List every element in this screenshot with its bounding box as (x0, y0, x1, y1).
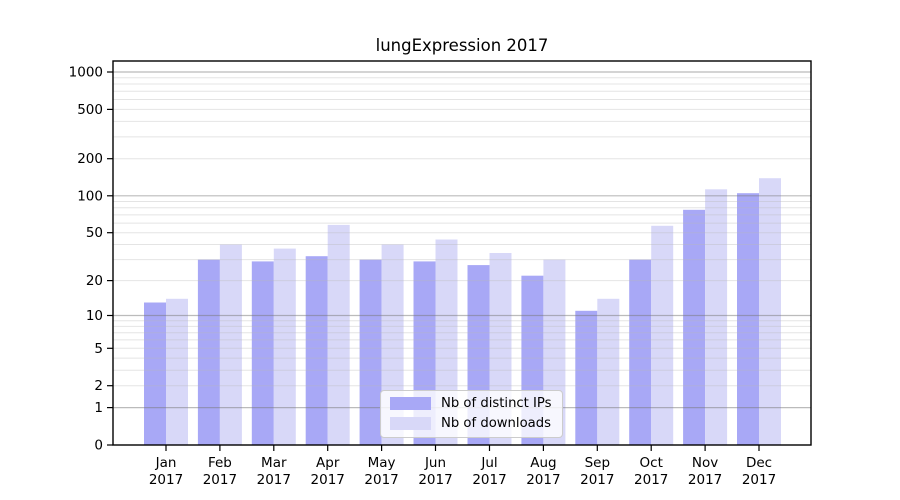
x-tick-label-year: 2017 (634, 472, 668, 488)
bar-downloads-dec (759, 178, 781, 445)
bar-distinct-ips-apr (305, 256, 328, 445)
x-tick-label-year: 2017 (526, 472, 560, 488)
bar-downloads-oct (651, 225, 674, 445)
x-tick-label-month: Feb (208, 455, 232, 471)
x-tick-label-year: 2017 (203, 472, 237, 488)
bar-distinct-ips-feb (197, 259, 220, 445)
x-tick-label-month: Oct (640, 455, 663, 471)
y-tick-label: 1000 (69, 65, 103, 81)
y-tick-label: 50 (86, 225, 103, 241)
legend-label-downloads: Nb of downloads (441, 416, 551, 431)
bar-downloads-mar (273, 248, 296, 445)
x-tick-label-year: 2017 (418, 472, 452, 488)
bar-distinct-ips-nov (683, 209, 706, 445)
bar-downloads-jan (166, 298, 188, 445)
legend-swatch-distinct-ips (390, 397, 431, 410)
x-tick-label-month: Jan (155, 455, 177, 471)
bar-distinct-ips-mar (251, 261, 274, 445)
y-tick-label: 5 (94, 341, 103, 357)
bar-downloads-feb (219, 244, 242, 445)
x-tick-label-month: Apr (316, 455, 340, 471)
x-tick-label-month: Nov (692, 455, 718, 471)
x-tick-label-year: 2017 (149, 472, 183, 488)
x-tick-label-year: 2017 (311, 472, 345, 488)
x-tick-label-year: 2017 (580, 472, 614, 488)
y-tick-label: 2 (94, 378, 103, 394)
x-tick-label-month: Jun (424, 455, 446, 471)
chart-title: lungExpression 2017 (375, 36, 549, 55)
y-tick-label: 1 (94, 400, 103, 416)
y-tick-label: 20 (86, 273, 103, 289)
bar-distinct-ips-oct (629, 259, 652, 445)
y-tick-label: 100 (77, 188, 103, 204)
bar-downloads-nov (705, 189, 728, 445)
bar-distinct-ips-sep (575, 310, 598, 445)
x-tick-label-month: Mar (261, 455, 287, 471)
y-tick-label: 0 (94, 438, 103, 454)
x-tick-label-year: 2017 (688, 472, 722, 488)
x-tick-label-month: Jul (480, 455, 497, 471)
bar-distinct-ips-may (359, 259, 382, 445)
y-tick-label: 10 (86, 308, 103, 324)
legend: Nb of distinct IPs Nb of downloads (380, 390, 563, 438)
plot-border (112, 60, 812, 446)
bar-distinct-ips-jan (144, 302, 166, 445)
x-tick-label-year: 2017 (364, 472, 398, 488)
bar-downloads-apr (327, 224, 350, 445)
bar-downloads-sep (597, 298, 620, 445)
x-tick-label-year: 2017 (257, 472, 291, 488)
y-tick-label: 200 (77, 151, 103, 167)
legend-row-downloads: Nb of downloads (390, 416, 552, 431)
legend-label-distinct-ips: Nb of distinct IPs (441, 396, 552, 411)
y-tick-label: 500 (77, 102, 103, 118)
x-tick-label-month: Sep (585, 455, 610, 471)
x-tick-label-year: 2017 (742, 472, 776, 488)
x-tick-label-year: 2017 (472, 472, 506, 488)
x-tick-label-month: Aug (530, 455, 556, 471)
legend-swatch-downloads (390, 417, 431, 430)
x-tick-label-month: May (368, 455, 396, 471)
x-tick-label-month: Dec (746, 455, 772, 471)
legend-row-distinct-ips: Nb of distinct IPs (390, 396, 552, 411)
bar-distinct-ips-dec (737, 193, 759, 445)
